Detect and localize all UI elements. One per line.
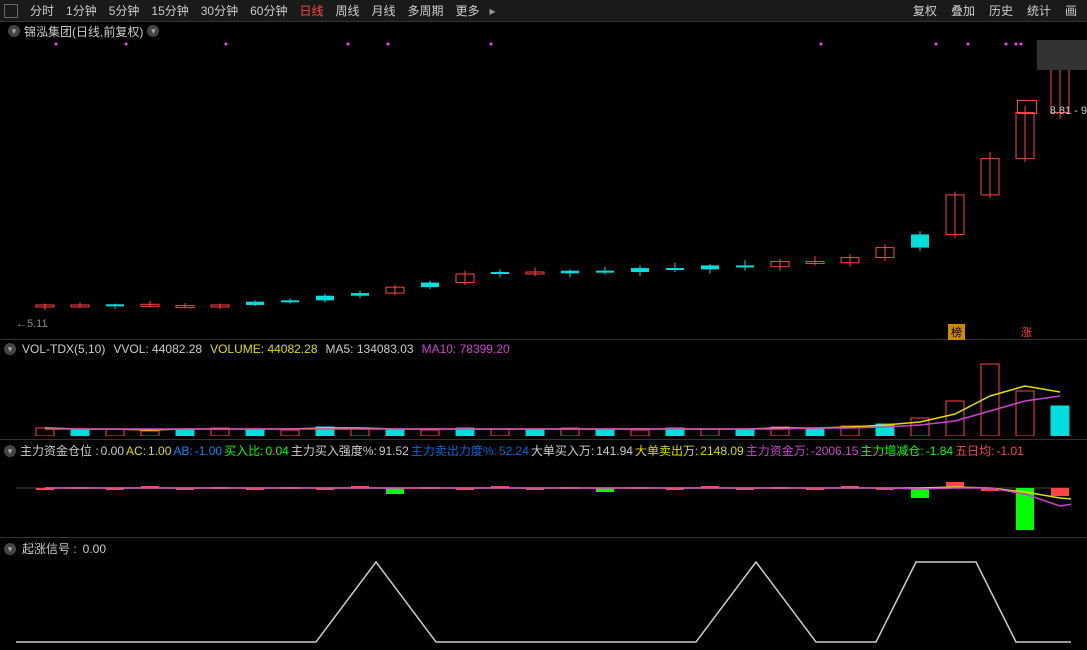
price-range-label: 8.81 - 9 — [1050, 105, 1087, 117]
volume-chart[interactable] — [16, 358, 1071, 436]
volume-header: ▾ VOL-TDX(5,10) VVOL: 44082.28 VOLUME: 440… — [4, 342, 518, 356]
signal-header: ▾ 起涨信号 : 0.00 — [4, 540, 112, 557]
timeframe-日线[interactable]: 日线 — [293, 2, 329, 20]
tool-统计[interactable]: 统计 — [1021, 0, 1057, 21]
timeframe-1分钟[interactable]: 1分钟 — [60, 2, 103, 20]
timeframe-月线[interactable]: 月线 — [366, 2, 402, 20]
fund-label: 0.00 — [101, 444, 124, 458]
fund-label: 大单买入万: — [531, 444, 594, 458]
vol-label: MA10: 78399.20 — [422, 342, 510, 356]
timeframe-60分钟[interactable]: 60分钟 — [244, 2, 293, 20]
timeframe-5分钟[interactable]: 5分钟 — [103, 2, 146, 20]
fund-label: AC: — [126, 444, 146, 458]
timeframe-30分钟[interactable]: 30分钟 — [195, 2, 244, 20]
fund-panel: ▾ 主力资金仓位 :0.00AC:1.00AB:-1.00买入比:0.04主力买… — [0, 440, 1087, 538]
fund-label: AB: — [173, 444, 192, 458]
badge-涨: 涨 — [1018, 324, 1035, 340]
timeframe-15分钟[interactable]: 15分钟 — [145, 2, 194, 20]
timeframe-分时[interactable]: 分时 — [24, 2, 60, 20]
collapse-icon[interactable]: ▾ — [4, 445, 16, 457]
preview-box — [1037, 40, 1087, 70]
tool-历史[interactable]: 历史 — [983, 0, 1019, 21]
tool-画[interactable]: 画 — [1059, 0, 1083, 21]
fund-label: 大单卖出万: — [635, 444, 698, 458]
fund-label: 91.52 — [379, 444, 409, 458]
sig-label: 起涨信号 : — [22, 542, 77, 556]
more-arrow-icon[interactable]: ▸ — [488, 4, 498, 18]
fullscreen-icon[interactable] — [4, 4, 18, 18]
candle-chart-panel: ←5.11 8.81 - 9 榜 涨 — [0, 40, 1087, 340]
badge-榜: 榜 — [948, 324, 965, 340]
fund-label: -1.84 — [926, 444, 953, 458]
vol-label: VOLUME: 44082.28 — [210, 342, 317, 356]
toolbar-right: 复权叠加历史统计画 — [907, 0, 1083, 21]
fund-label: 0.04 — [265, 444, 288, 458]
signal-panel: ▾ 起涨信号 : 0.00 — [0, 538, 1087, 648]
fund-label: -1.00 — [195, 444, 222, 458]
fund-label: 主力买入强度%: — [291, 444, 377, 458]
toolbar: 分时1分钟5分钟15分钟30分钟60分钟日线周线月线多周期更多 ▸ 复权叠加历史… — [0, 0, 1087, 22]
fund-chart[interactable] — [16, 458, 1071, 534]
fund-label: 52.24 — [499, 444, 529, 458]
fund-label: 主力增减仓: — [860, 444, 923, 458]
collapse-icon[interactable]: ▾ — [8, 25, 20, 37]
price-box-icon — [1017, 100, 1037, 114]
fund-label: 2148.09 — [700, 444, 743, 458]
volume-panel: ▾ VOL-TDX(5,10) VVOL: 44082.28 VOLUME: 440… — [0, 340, 1087, 440]
title-row: ▾ 锦泓集团(日线,前复权) ▾ — [0, 22, 1087, 40]
collapse-icon[interactable]: ▾ — [4, 343, 16, 355]
fund-label: 五日均: — [955, 444, 994, 458]
timeframe-多周期[interactable]: 多周期 — [402, 2, 450, 20]
candle-chart[interactable] — [16, 40, 1071, 330]
tool-复权[interactable]: 复权 — [907, 0, 943, 21]
fund-label: 主力资金万: — [746, 444, 809, 458]
sig-label: 0.00 — [83, 542, 106, 556]
collapse-icon[interactable]: ▾ — [4, 543, 16, 555]
fund-label: 141.94 — [596, 444, 633, 458]
fund-label: 1.00 — [148, 444, 171, 458]
fund-label: 主力卖出力度%: — [411, 444, 497, 458]
fund-header: ▾ 主力资金仓位 :0.00AC:1.00AB:-1.00买入比:0.04主力买… — [4, 442, 1026, 459]
stock-title: 锦泓集团(日线,前复权) — [24, 23, 143, 40]
fund-label: -2006.15 — [811, 444, 858, 458]
timeframe-更多[interactable]: 更多 — [450, 2, 486, 20]
fund-label: 买入比: — [224, 444, 263, 458]
fund-label: 主力资金仓位 : — [20, 444, 99, 458]
timeframe-周线[interactable]: 周线 — [329, 2, 365, 20]
signal-chart[interactable] — [16, 556, 1071, 644]
vol-label: MA5: 134083.03 — [326, 342, 414, 356]
low-price-marker: ←5.11 — [16, 318, 48, 330]
toolbar-left: 分时1分钟5分钟15分钟30分钟60分钟日线周线月线多周期更多 ▸ — [4, 2, 498, 19]
vol-label: VVOL: 44082.28 — [113, 342, 202, 356]
fund-label: -1.01 — [996, 444, 1023, 458]
dropdown-icon[interactable]: ▾ — [147, 25, 159, 37]
tool-叠加[interactable]: 叠加 — [945, 0, 981, 21]
vol-label: VOL-TDX(5,10) — [22, 342, 105, 356]
